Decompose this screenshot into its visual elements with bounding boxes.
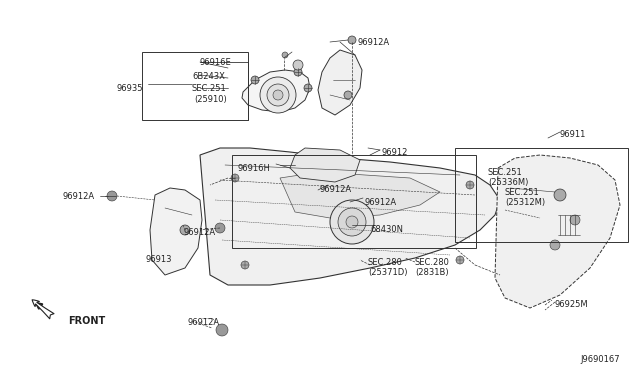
Circle shape <box>304 84 312 92</box>
Polygon shape <box>242 70 310 112</box>
Text: 96912A: 96912A <box>358 38 390 47</box>
Text: FRONT: FRONT <box>68 316 105 326</box>
Text: 68430N: 68430N <box>370 225 403 234</box>
Text: 96911: 96911 <box>560 130 586 139</box>
Circle shape <box>241 261 249 269</box>
Circle shape <box>348 36 356 44</box>
Text: 96912A: 96912A <box>183 228 215 237</box>
Bar <box>232 155 476 248</box>
Circle shape <box>554 189 566 201</box>
Circle shape <box>216 324 228 336</box>
Text: J9690167: J9690167 <box>580 355 620 364</box>
Circle shape <box>260 77 296 113</box>
Text: 96912A: 96912A <box>320 185 352 194</box>
Text: SEC.280: SEC.280 <box>415 258 450 267</box>
Circle shape <box>466 181 474 189</box>
Polygon shape <box>290 148 360 182</box>
Text: 96916H: 96916H <box>237 164 270 173</box>
Text: (25336M): (25336M) <box>488 178 529 187</box>
Circle shape <box>294 68 302 76</box>
Circle shape <box>231 174 239 182</box>
Text: (25910): (25910) <box>194 95 227 104</box>
Polygon shape <box>200 148 500 285</box>
Circle shape <box>292 162 298 168</box>
Bar <box>455 148 628 242</box>
Circle shape <box>338 208 366 236</box>
Bar <box>142 52 248 120</box>
Circle shape <box>570 215 580 225</box>
Polygon shape <box>318 50 362 115</box>
Circle shape <box>293 60 303 70</box>
Text: 96916E: 96916E <box>200 58 232 67</box>
Text: SEC.280: SEC.280 <box>368 258 403 267</box>
Text: 96935: 96935 <box>116 84 143 93</box>
Polygon shape <box>280 172 440 218</box>
Text: SEC.251: SEC.251 <box>488 168 523 177</box>
Text: (25312M): (25312M) <box>505 198 545 207</box>
Circle shape <box>282 52 288 58</box>
Text: 96912A: 96912A <box>365 198 397 207</box>
Circle shape <box>344 91 352 99</box>
Circle shape <box>346 216 358 228</box>
Circle shape <box>273 90 283 100</box>
Circle shape <box>180 225 190 235</box>
Circle shape <box>251 76 259 84</box>
Circle shape <box>330 200 374 244</box>
Text: 6B243X: 6B243X <box>192 72 225 81</box>
Text: 96912A: 96912A <box>188 318 220 327</box>
Text: (25371D): (25371D) <box>368 268 408 277</box>
Text: SEC.251: SEC.251 <box>505 188 540 197</box>
Polygon shape <box>150 188 202 275</box>
Text: 96925M: 96925M <box>555 300 589 309</box>
Text: (2831B): (2831B) <box>415 268 449 277</box>
Polygon shape <box>495 155 620 308</box>
Text: 96913: 96913 <box>145 255 172 264</box>
Circle shape <box>456 256 464 264</box>
Text: SEC.251: SEC.251 <box>192 84 227 93</box>
Circle shape <box>550 240 560 250</box>
Text: 96912: 96912 <box>382 148 408 157</box>
Text: 96912A: 96912A <box>62 192 94 201</box>
Circle shape <box>215 223 225 233</box>
Circle shape <box>267 84 289 106</box>
Circle shape <box>107 191 117 201</box>
